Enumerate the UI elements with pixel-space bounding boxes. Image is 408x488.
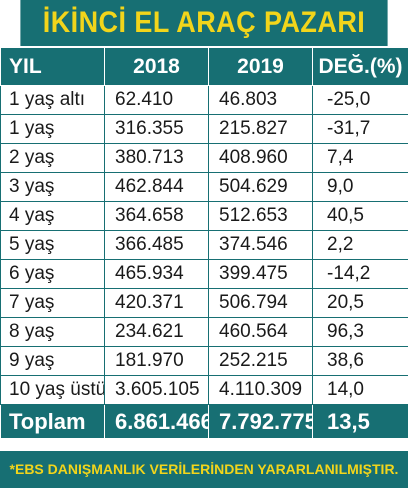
source-footnote: *EBS DANIŞMANLIK VERİLERİNDEN YARARLANIL… bbox=[0, 451, 408, 488]
change-percent: 14,0 bbox=[312, 375, 408, 405]
table-row: 7 yaş 420.371 506.794 20,5 bbox=[0, 288, 408, 318]
row-label: 1 yaş bbox=[0, 114, 105, 144]
value-2019: 506.794 bbox=[208, 288, 313, 318]
row-label: 10 yaş üstü bbox=[0, 375, 105, 405]
total-row: Toplam 6.861.466 7.792.775 13,5 bbox=[0, 404, 408, 439]
row-label: 9 yaş bbox=[0, 346, 105, 376]
value-2019: 504.629 bbox=[208, 172, 313, 202]
change-percent: -25,0 bbox=[312, 85, 408, 115]
row-label: 5 yaş bbox=[0, 230, 105, 260]
value-2018: 462.844 bbox=[104, 172, 209, 202]
change-percent: -31,7 bbox=[312, 114, 408, 144]
total-label: Toplam bbox=[0, 404, 105, 439]
table-row: 9 yaş 181.970 252.215 38,6 bbox=[0, 346, 408, 376]
value-2018: 181.970 bbox=[104, 346, 209, 376]
row-label: 4 yaş bbox=[0, 201, 105, 231]
value-2018: 234.621 bbox=[104, 317, 209, 347]
change-percent: 7,4 bbox=[312, 143, 408, 173]
change-percent: 96,3 bbox=[312, 317, 408, 347]
table-title: İKİNCİ EL ARAÇ PAZARI bbox=[20, 0, 388, 46]
value-2019: 215.827 bbox=[208, 114, 313, 144]
value-2019: 408.960 bbox=[208, 143, 313, 173]
value-2018: 420.371 bbox=[104, 288, 209, 318]
header-row: YIL 2018 2019 DEĞ.(%) bbox=[0, 47, 408, 86]
table-row: 1 yaş altı 62.410 46.803 -25,0 bbox=[0, 85, 408, 115]
value-2018: 366.485 bbox=[104, 230, 209, 260]
row-label: 2 yaş bbox=[0, 143, 105, 173]
value-2019: 46.803 bbox=[208, 85, 313, 115]
value-2019: 374.546 bbox=[208, 230, 313, 260]
value-2019: 252.215 bbox=[208, 346, 313, 376]
table-row: 2 yaş 380.713 408.960 7,4 bbox=[0, 143, 408, 173]
value-2018: 62.410 bbox=[104, 85, 209, 115]
table-row: 5 yaş 366.485 374.546 2,2 bbox=[0, 230, 408, 260]
total-2018: 6.861.466 bbox=[104, 404, 209, 439]
value-2019: 4.110.309 bbox=[208, 375, 313, 405]
value-2019: 460.564 bbox=[208, 317, 313, 347]
value-2019: 512.653 bbox=[208, 201, 313, 231]
row-label: 3 yaş bbox=[0, 172, 105, 202]
value-2018: 364.658 bbox=[104, 201, 209, 231]
table-row: 6 yaş 465.934 399.475 -14,2 bbox=[0, 259, 408, 289]
change-percent: -14,2 bbox=[312, 259, 408, 289]
table-row: 8 yaş 234.621 460.564 96,3 bbox=[0, 317, 408, 347]
change-percent: 2,2 bbox=[312, 230, 408, 260]
change-percent: 9,0 bbox=[312, 172, 408, 202]
value-2019: 399.475 bbox=[208, 259, 313, 289]
column-header-2019: 2019 bbox=[208, 47, 313, 86]
value-2018: 380.713 bbox=[104, 143, 209, 173]
table-row: 1 yaş 316.355 215.827 -31,7 bbox=[0, 114, 408, 144]
column-header-year: YIL bbox=[0, 47, 105, 86]
value-2018: 316.355 bbox=[104, 114, 209, 144]
change-percent: 40,5 bbox=[312, 201, 408, 231]
value-2018: 465.934 bbox=[104, 259, 209, 289]
column-header-2018: 2018 bbox=[104, 47, 209, 86]
row-label: 6 yaş bbox=[0, 259, 105, 289]
row-label: 8 yaş bbox=[0, 317, 105, 347]
column-header-change: DEĞ.(%) bbox=[312, 47, 408, 86]
change-percent: 20,5 bbox=[312, 288, 408, 318]
table-row: 4 yaş 364.658 512.653 40,5 bbox=[0, 201, 408, 231]
total-change: 13,5 bbox=[312, 404, 408, 439]
value-2018: 3.605.105 bbox=[104, 375, 209, 405]
data-table: YIL 2018 2019 DEĞ.(%) 1 yaş altı 62.410 46… bbox=[0, 47, 408, 439]
row-label: 7 yaş bbox=[0, 288, 105, 318]
row-label: 1 yaş altı bbox=[0, 85, 105, 115]
table-row: 10 yaş üstü 3.605.105 4.110.309 14,0 bbox=[0, 375, 408, 405]
total-2019: 7.792.775 bbox=[208, 404, 313, 439]
table-row: 3 yaş 462.844 504.629 9,0 bbox=[0, 172, 408, 202]
change-percent: 38,6 bbox=[312, 346, 408, 376]
